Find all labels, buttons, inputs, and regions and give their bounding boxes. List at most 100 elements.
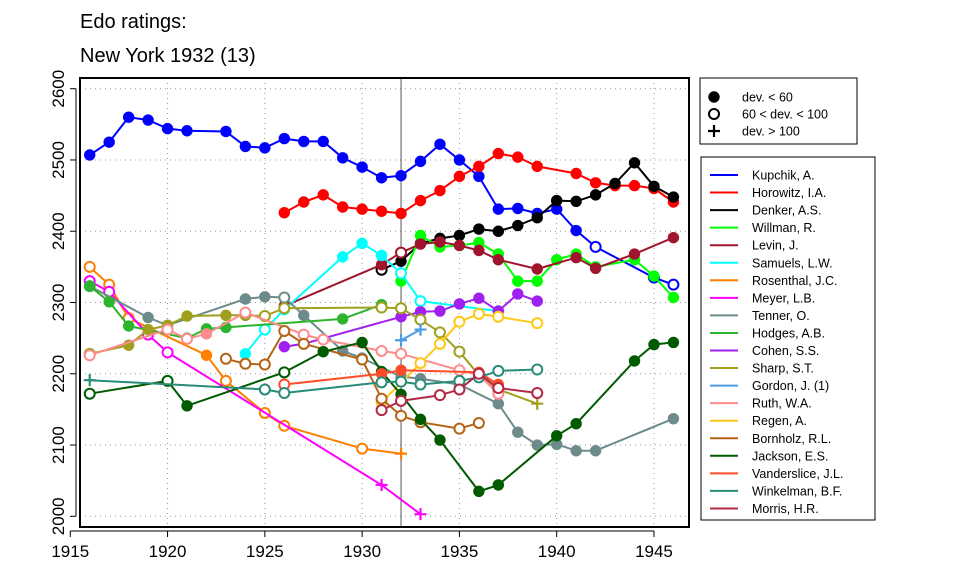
data-point <box>492 310 505 323</box>
data-point <box>414 508 427 521</box>
data-point <box>181 125 193 137</box>
data-point <box>375 301 388 314</box>
data-point <box>550 430 563 442</box>
data-point <box>317 135 329 148</box>
data-point <box>142 311 154 324</box>
legend-entry: Denker, A.S. <box>752 204 821 218</box>
legend-entry: Kupchik, A. <box>752 169 815 183</box>
legend-entry: Bornholz, R.L. <box>752 432 831 446</box>
data-point <box>434 236 446 248</box>
data-point <box>298 135 310 148</box>
data-point <box>84 149 96 161</box>
data-point <box>667 278 680 291</box>
data-point <box>531 275 543 287</box>
marker-legend-label: 60 < dev. < 100 <box>742 108 828 122</box>
data-point <box>473 160 485 173</box>
data-point <box>512 426 524 438</box>
data-point <box>512 288 524 300</box>
data-point <box>142 114 154 126</box>
series-kupchik-a <box>84 111 680 291</box>
data-point <box>453 345 466 358</box>
data-point <box>531 317 544 330</box>
data-point <box>278 340 290 353</box>
data-point <box>492 147 505 160</box>
data-point <box>570 224 582 237</box>
data-point <box>414 295 427 308</box>
legend-entry: Ruth, W.A. <box>752 397 812 411</box>
y-tick-label: 2500 <box>49 141 68 179</box>
data-point <box>453 170 466 183</box>
data-point <box>181 310 193 322</box>
data-point <box>628 248 641 260</box>
x-tick-label: 1945 <box>635 542 673 561</box>
data-point <box>414 238 427 250</box>
series-winkelman-b-f <box>83 363 544 400</box>
data-point <box>414 323 427 336</box>
data-point <box>492 203 505 215</box>
y-tick-label: 2000 <box>49 497 68 535</box>
series-layer <box>83 111 680 521</box>
data-point <box>570 417 582 430</box>
data-point <box>473 292 485 304</box>
data-point <box>453 298 466 310</box>
data-point <box>667 191 680 203</box>
data-point <box>453 229 466 242</box>
x-tick-label: 1925 <box>246 542 284 561</box>
legend-entry: Samuels, L.W. <box>752 256 833 270</box>
legend-entry: Jackson, E.S. <box>752 449 828 463</box>
x-tick-label: 1930 <box>343 542 381 561</box>
data-point <box>278 132 290 145</box>
x-tick-label: 1940 <box>538 542 576 561</box>
data-point <box>395 246 408 259</box>
data-point <box>258 358 271 371</box>
legend-entry: Vanderslice, J.L. <box>752 467 843 481</box>
data-point <box>278 302 291 315</box>
chart-title-line-2: New York 1932 (13) <box>80 45 256 67</box>
data-point <box>453 422 466 435</box>
legend-entry: Rosenthal, J.C. <box>752 274 837 288</box>
data-point <box>395 347 408 360</box>
y-tick-label: 2200 <box>49 355 68 393</box>
data-point <box>84 280 96 292</box>
data-point <box>219 374 232 387</box>
plot-frame <box>79 77 690 528</box>
data-point <box>103 136 115 148</box>
data-point <box>356 336 368 349</box>
data-point <box>648 180 660 193</box>
data-point <box>492 225 505 237</box>
series-line <box>284 292 538 348</box>
data-point <box>453 154 466 166</box>
series-gordon-j-1 <box>395 323 427 347</box>
data-point <box>375 205 388 217</box>
data-point <box>375 478 388 491</box>
data-point <box>531 387 544 400</box>
y-tick-label: 2400 <box>49 212 68 250</box>
data-point <box>667 291 680 304</box>
data-point <box>433 337 446 350</box>
data-point <box>258 323 271 336</box>
data-point <box>317 189 329 201</box>
data-point <box>453 383 466 396</box>
data-point <box>434 434 446 446</box>
data-point <box>472 416 485 429</box>
legend-entry: Morris, H.R. <box>752 502 819 516</box>
data-point <box>336 313 349 325</box>
data-point <box>336 251 349 263</box>
data-point <box>589 262 602 274</box>
legend-entry: Regen, A. <box>752 414 807 428</box>
data-point <box>453 364 466 377</box>
data-point <box>395 394 408 407</box>
data-point <box>317 333 330 346</box>
data-point <box>356 203 368 215</box>
marker-legend: dev. < 60 60 < dev. < 100 dev. > 100 <box>699 77 858 145</box>
data-point <box>239 293 252 305</box>
data-point <box>395 169 407 182</box>
data-point <box>492 364 505 377</box>
data-point <box>414 413 427 426</box>
data-point <box>375 249 388 262</box>
data-point <box>667 231 680 244</box>
data-point <box>259 291 271 303</box>
data-point <box>103 296 115 308</box>
series-meyer-l-b <box>83 275 427 521</box>
